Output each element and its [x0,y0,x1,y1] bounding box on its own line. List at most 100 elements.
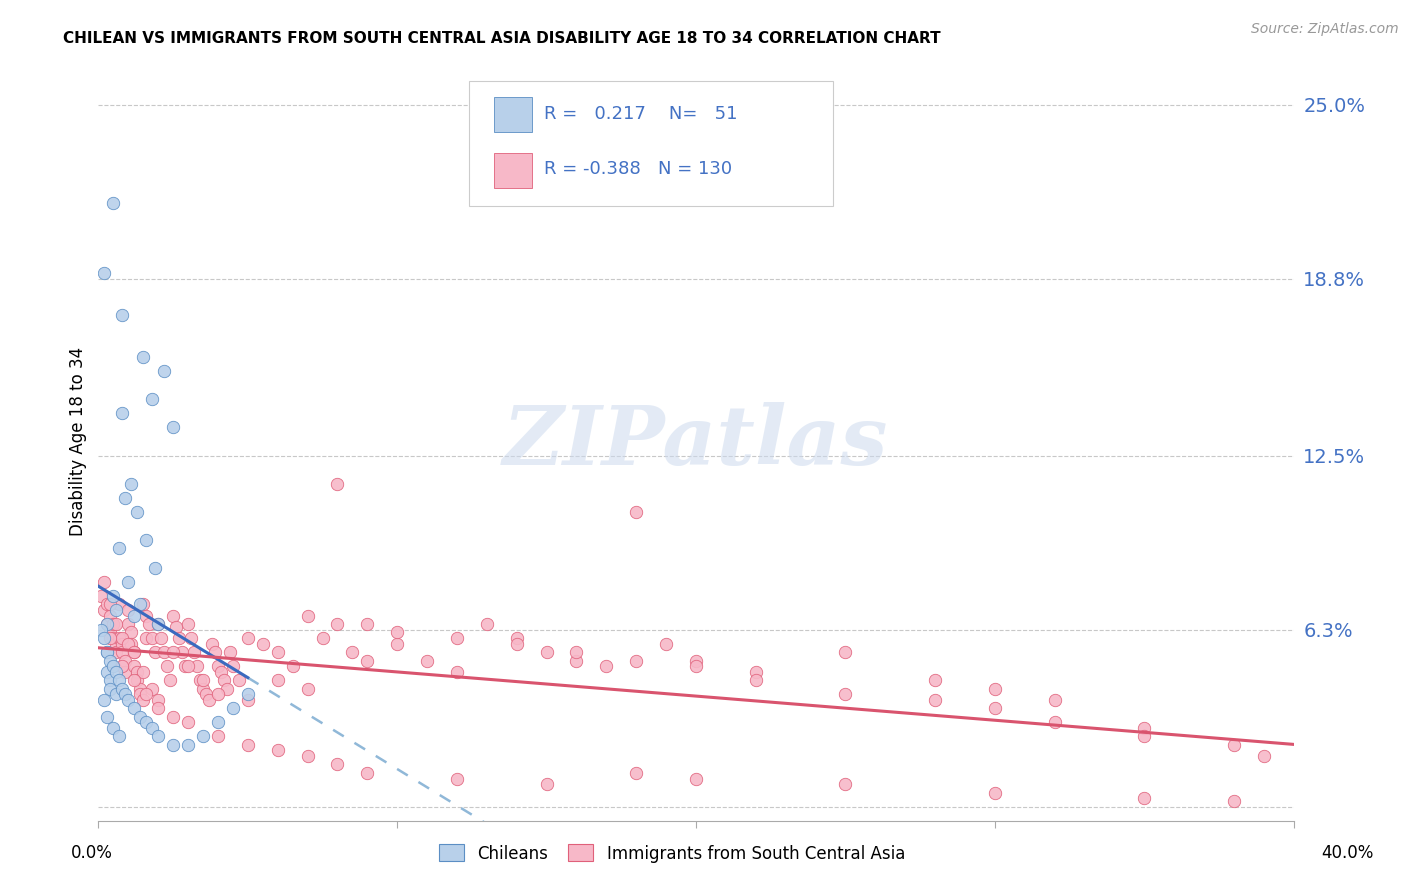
Point [745,673,768,688]
Point [117,574,139,589]
Point [93,574,115,589]
Point [96,617,118,632]
Point [135,533,157,547]
Point [93,266,115,280]
Point [103,617,125,632]
Point [177,617,200,632]
Point [172,645,194,659]
Point [626,765,648,780]
Point [1133,730,1156,744]
Point [105,637,128,651]
Text: Source: ZipAtlas.com: Source: ZipAtlas.com [1251,22,1399,37]
Point [209,665,232,679]
Point [281,659,304,673]
Point [162,710,184,724]
Point [207,659,229,673]
Point [148,693,170,707]
Point [924,673,946,688]
Point [103,721,125,735]
Point [297,749,319,764]
Point [111,407,134,421]
Point [1043,693,1066,707]
Point [124,673,146,688]
Point [93,603,115,617]
Point [204,645,226,659]
Point [108,673,131,688]
Point [252,637,274,651]
Point [98,608,122,623]
Point [446,631,468,645]
Point [111,637,134,651]
Point [207,730,229,744]
Point [143,561,166,575]
Point [111,308,134,322]
Point [162,608,184,623]
Point [90,589,112,603]
Text: R =   0.217    N=   51: R = 0.217 N= 51 [544,105,738,123]
Point [105,617,128,632]
Point [135,715,157,730]
Point [124,701,146,715]
Point [212,673,235,688]
Point [135,608,157,623]
Point [984,681,1007,696]
Point [745,665,768,679]
Point [156,659,179,673]
Point [207,687,229,701]
Point [124,645,146,659]
Point [124,659,146,673]
Point [165,620,187,634]
Point [111,645,134,659]
Point [834,777,856,791]
Point [195,687,218,701]
Legend: Chileans, Immigrants from South Central Asia: Chileans, Immigrants from South Central … [433,838,911,869]
Point [90,623,112,637]
Point [150,631,173,645]
Point [114,654,136,668]
Point [129,681,152,696]
Point [536,777,558,791]
Point [201,637,224,651]
Point [141,392,163,407]
Point [297,681,319,696]
Point [103,659,125,673]
Point [506,637,529,651]
Point [167,631,190,645]
Point [117,617,139,632]
Point [416,654,439,668]
Point [236,738,259,752]
Point [132,665,155,679]
Point [98,681,122,696]
Point [565,645,588,659]
Point [132,351,155,365]
Point [924,693,946,707]
Point [685,772,707,786]
Point [127,673,149,688]
Point [1133,721,1156,735]
Point [626,654,648,668]
Point [127,665,149,679]
Point [98,654,122,668]
Point [141,721,163,735]
Point [148,617,170,632]
Point [120,476,142,491]
Point [93,693,115,707]
Point [129,598,152,612]
Point [108,730,131,744]
Point [141,681,163,696]
Point [655,637,678,651]
Text: ZIPatlas: ZIPatlas [503,401,889,482]
Point [98,598,122,612]
Point [143,645,166,659]
Point [834,645,856,659]
FancyBboxPatch shape [494,153,533,187]
Point [162,738,184,752]
Point [536,645,558,659]
Point [138,617,160,632]
Point [174,659,197,673]
Point [385,637,409,651]
Point [180,631,202,645]
Point [103,631,125,645]
Point [159,673,181,688]
Point [96,598,118,612]
